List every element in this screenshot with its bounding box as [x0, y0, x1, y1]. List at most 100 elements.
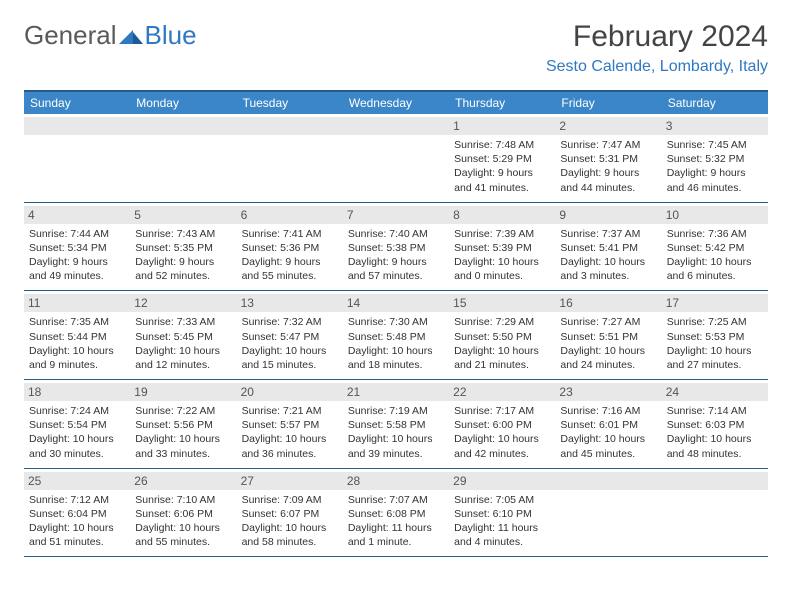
day-number: 7: [343, 206, 449, 224]
calendar-cell: 13Sunrise: 7:32 AMSunset: 5:47 PMDayligh…: [237, 291, 343, 379]
sunset-text: Sunset: 5:39 PM: [454, 241, 550, 255]
day-info: Sunrise: 7:17 AMSunset: 6:00 PMDaylight:…: [454, 404, 550, 461]
daylight-text: Daylight: 10 hours and 6 minutes.: [667, 255, 763, 283]
daylight-text: Daylight: 9 hours and 44 minutes.: [560, 166, 656, 194]
daylight-text: Daylight: 9 hours and 46 minutes.: [667, 166, 763, 194]
sunset-text: Sunset: 5:54 PM: [29, 418, 125, 432]
day-number: 21: [343, 383, 449, 401]
sunset-text: Sunset: 5:47 PM: [242, 330, 338, 344]
week-row: 11Sunrise: 7:35 AMSunset: 5:44 PMDayligh…: [24, 291, 768, 380]
daylight-text: Daylight: 9 hours and 55 minutes.: [242, 255, 338, 283]
day-number: 23: [555, 383, 661, 401]
calendar-cell: 28Sunrise: 7:07 AMSunset: 6:08 PMDayligh…: [343, 469, 449, 557]
sunrise-text: Sunrise: 7:45 AM: [667, 138, 763, 152]
sunset-text: Sunset: 5:50 PM: [454, 330, 550, 344]
empty-day-bar: [24, 117, 130, 135]
sunset-text: Sunset: 5:44 PM: [29, 330, 125, 344]
daylight-text: Daylight: 10 hours and 12 minutes.: [135, 344, 231, 372]
day-info: Sunrise: 7:16 AMSunset: 6:01 PMDaylight:…: [560, 404, 656, 461]
day-number: 11: [24, 294, 130, 312]
sunrise-text: Sunrise: 7:47 AM: [560, 138, 656, 152]
calendar-cell: 23 Sunrise: 7:16 AMSunset: 6:01 PMDayligh…: [555, 380, 661, 468]
logo: General Blue: [24, 20, 197, 51]
day-number: 15: [449, 294, 555, 312]
sunset-text: Sunset: 6:06 PM: [135, 507, 231, 521]
day-header-sun: Sunday: [24, 92, 130, 114]
calendar-cell: [343, 114, 449, 202]
daylight-text: Daylight: 10 hours and 0 minutes.: [454, 255, 550, 283]
sunset-text: Sunset: 5:56 PM: [135, 418, 231, 432]
calendar-cell: [24, 114, 130, 202]
daylight-text: Daylight: 10 hours and 18 minutes.: [348, 344, 444, 372]
day-info: Sunrise: 7:09 AMSunset: 6:07 PMDaylight:…: [242, 493, 338, 550]
daylight-text: Daylight: 9 hours and 41 minutes.: [454, 166, 550, 194]
sunset-text: Sunset: 5:32 PM: [667, 152, 763, 166]
sunrise-text: Sunrise: 7:27 AM: [560, 315, 656, 329]
day-info: Sunrise: 7:44 AMSunset: 5:34 PMDaylight:…: [29, 227, 125, 284]
sunrise-text: Sunrise: 7:30 AM: [348, 315, 444, 329]
sunrise-text: Sunrise: 7:44 AM: [29, 227, 125, 241]
daylight-text: Daylight: 10 hours and 58 minutes.: [242, 521, 338, 549]
sunset-text: Sunset: 5:53 PM: [667, 330, 763, 344]
day-number: 27: [237, 472, 343, 490]
day-header-sat: Saturday: [662, 92, 768, 114]
daylight-text: Daylight: 11 hours and 1 minute.: [348, 521, 444, 549]
day-number: 29: [449, 472, 555, 490]
day-number: 4: [24, 206, 130, 224]
day-number: 25: [24, 472, 130, 490]
daylight-text: Daylight: 10 hours and 36 minutes.: [242, 432, 338, 460]
calendar-cell: 29Sunrise: 7:05 AMSunset: 6:10 PMDayligh…: [449, 469, 555, 557]
day-info: Sunrise: 7:45 AMSunset: 5:32 PMDaylight:…: [667, 138, 763, 195]
day-info: Sunrise: 7:19 AMSunset: 5:58 PMDaylight:…: [348, 404, 444, 461]
daylight-text: Daylight: 9 hours and 52 minutes.: [135, 255, 231, 283]
day-info: Sunrise: 7:14 AMSunset: 6:03 PMDaylight:…: [667, 404, 763, 461]
day-number: 16: [555, 294, 661, 312]
sunrise-text: Sunrise: 7:25 AM: [667, 315, 763, 329]
daylight-text: Daylight: 10 hours and 39 minutes.: [348, 432, 444, 460]
day-info: Sunrise: 7:36 AMSunset: 5:42 PMDaylight:…: [667, 227, 763, 284]
calendar-cell: 8Sunrise: 7:39 AMSunset: 5:39 PMDaylight…: [449, 203, 555, 291]
sunset-text: Sunset: 5:34 PM: [29, 241, 125, 255]
daylight-text: Daylight: 10 hours and 48 minutes.: [667, 432, 763, 460]
daylight-text: Daylight: 10 hours and 3 minutes.: [560, 255, 656, 283]
day-number: 12: [130, 294, 236, 312]
sunset-text: Sunset: 6:04 PM: [29, 507, 125, 521]
day-number: 24: [662, 383, 768, 401]
header: General Blue February 2024 Sesto Calende…: [24, 20, 768, 76]
day-number: 1: [449, 117, 555, 135]
daylight-text: Daylight: 10 hours and 15 minutes.: [242, 344, 338, 372]
sunset-text: Sunset: 5:41 PM: [560, 241, 656, 255]
calendar-cell: 26Sunrise: 7:10 AMSunset: 6:06 PMDayligh…: [130, 469, 236, 557]
calendar: Sunday Monday Tuesday Wednesday Thursday…: [24, 90, 768, 557]
sunrise-text: Sunrise: 7:43 AM: [135, 227, 231, 241]
calendar-cell: [237, 114, 343, 202]
day-number: 9: [555, 206, 661, 224]
day-number: 6: [237, 206, 343, 224]
sunset-text: Sunset: 6:03 PM: [667, 418, 763, 432]
day-info: Sunrise: 7:24 AMSunset: 5:54 PMDaylight:…: [29, 404, 125, 461]
day-info: Sunrise: 7:12 AMSunset: 6:04 PMDaylight:…: [29, 493, 125, 550]
week-row: 1Sunrise: 7:48 AMSunset: 5:29 PMDaylight…: [24, 114, 768, 203]
logo-text-blue: Blue: [145, 20, 197, 51]
day-number: 20: [237, 383, 343, 401]
day-number: 2: [555, 117, 661, 135]
daylight-text: Daylight: 11 hours and 4 minutes.: [454, 521, 550, 549]
day-number: 10: [662, 206, 768, 224]
sunset-text: Sunset: 6:00 PM: [454, 418, 550, 432]
day-number: 18: [24, 383, 130, 401]
sunrise-text: Sunrise: 7:19 AM: [348, 404, 444, 418]
day-header-mon: Monday: [130, 92, 236, 114]
empty-day-bar: [130, 117, 236, 135]
sunrise-text: Sunrise: 7:14 AM: [667, 404, 763, 418]
daylight-text: Daylight: 10 hours and 30 minutes.: [29, 432, 125, 460]
day-number: 5: [130, 206, 236, 224]
sunset-text: Sunset: 5:48 PM: [348, 330, 444, 344]
calendar-cell: 10 Sunrise: 7:36 AMSunset: 5:42 PMDayligh…: [662, 203, 768, 291]
day-number: 13: [237, 294, 343, 312]
week-row: 18 Sunrise: 7:24 AMSunset: 5:54 PMDayligh…: [24, 380, 768, 469]
weeks-container: 1Sunrise: 7:48 AMSunset: 5:29 PMDaylight…: [24, 114, 768, 557]
calendar-cell: 7Sunrise: 7:40 AMSunset: 5:38 PMDaylight…: [343, 203, 449, 291]
day-info: Sunrise: 7:10 AMSunset: 6:06 PMDaylight:…: [135, 493, 231, 550]
sunrise-text: Sunrise: 7:29 AM: [454, 315, 550, 329]
day-number: 3: [662, 117, 768, 135]
